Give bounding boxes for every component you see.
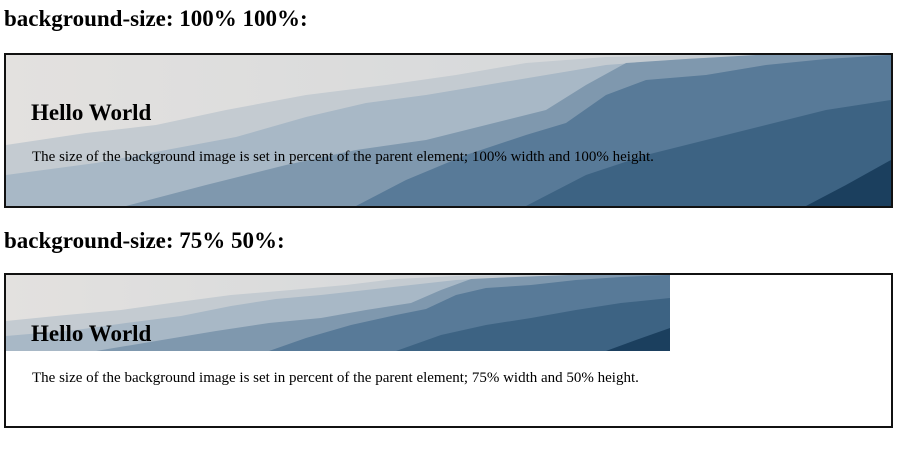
section-heading-75-50: background-size: 75% 50%:	[4, 228, 285, 253]
mountain-background-image	[6, 275, 670, 351]
hello-world-title: Hello World	[31, 321, 152, 346]
description-text: The size of the background image is set …	[32, 370, 639, 386]
section-heading-100-100: background-size: 100% 100%:	[4, 6, 308, 31]
description-text: The size of the background image is set …	[32, 149, 654, 165]
background-demo-box-75-50: Hello World The size of the background i…	[4, 273, 893, 428]
hello-world-title: Hello World	[31, 100, 152, 125]
mountain-background-image	[6, 55, 891, 206]
background-demo-box-100-100: Hello World The size of the background i…	[4, 53, 893, 208]
